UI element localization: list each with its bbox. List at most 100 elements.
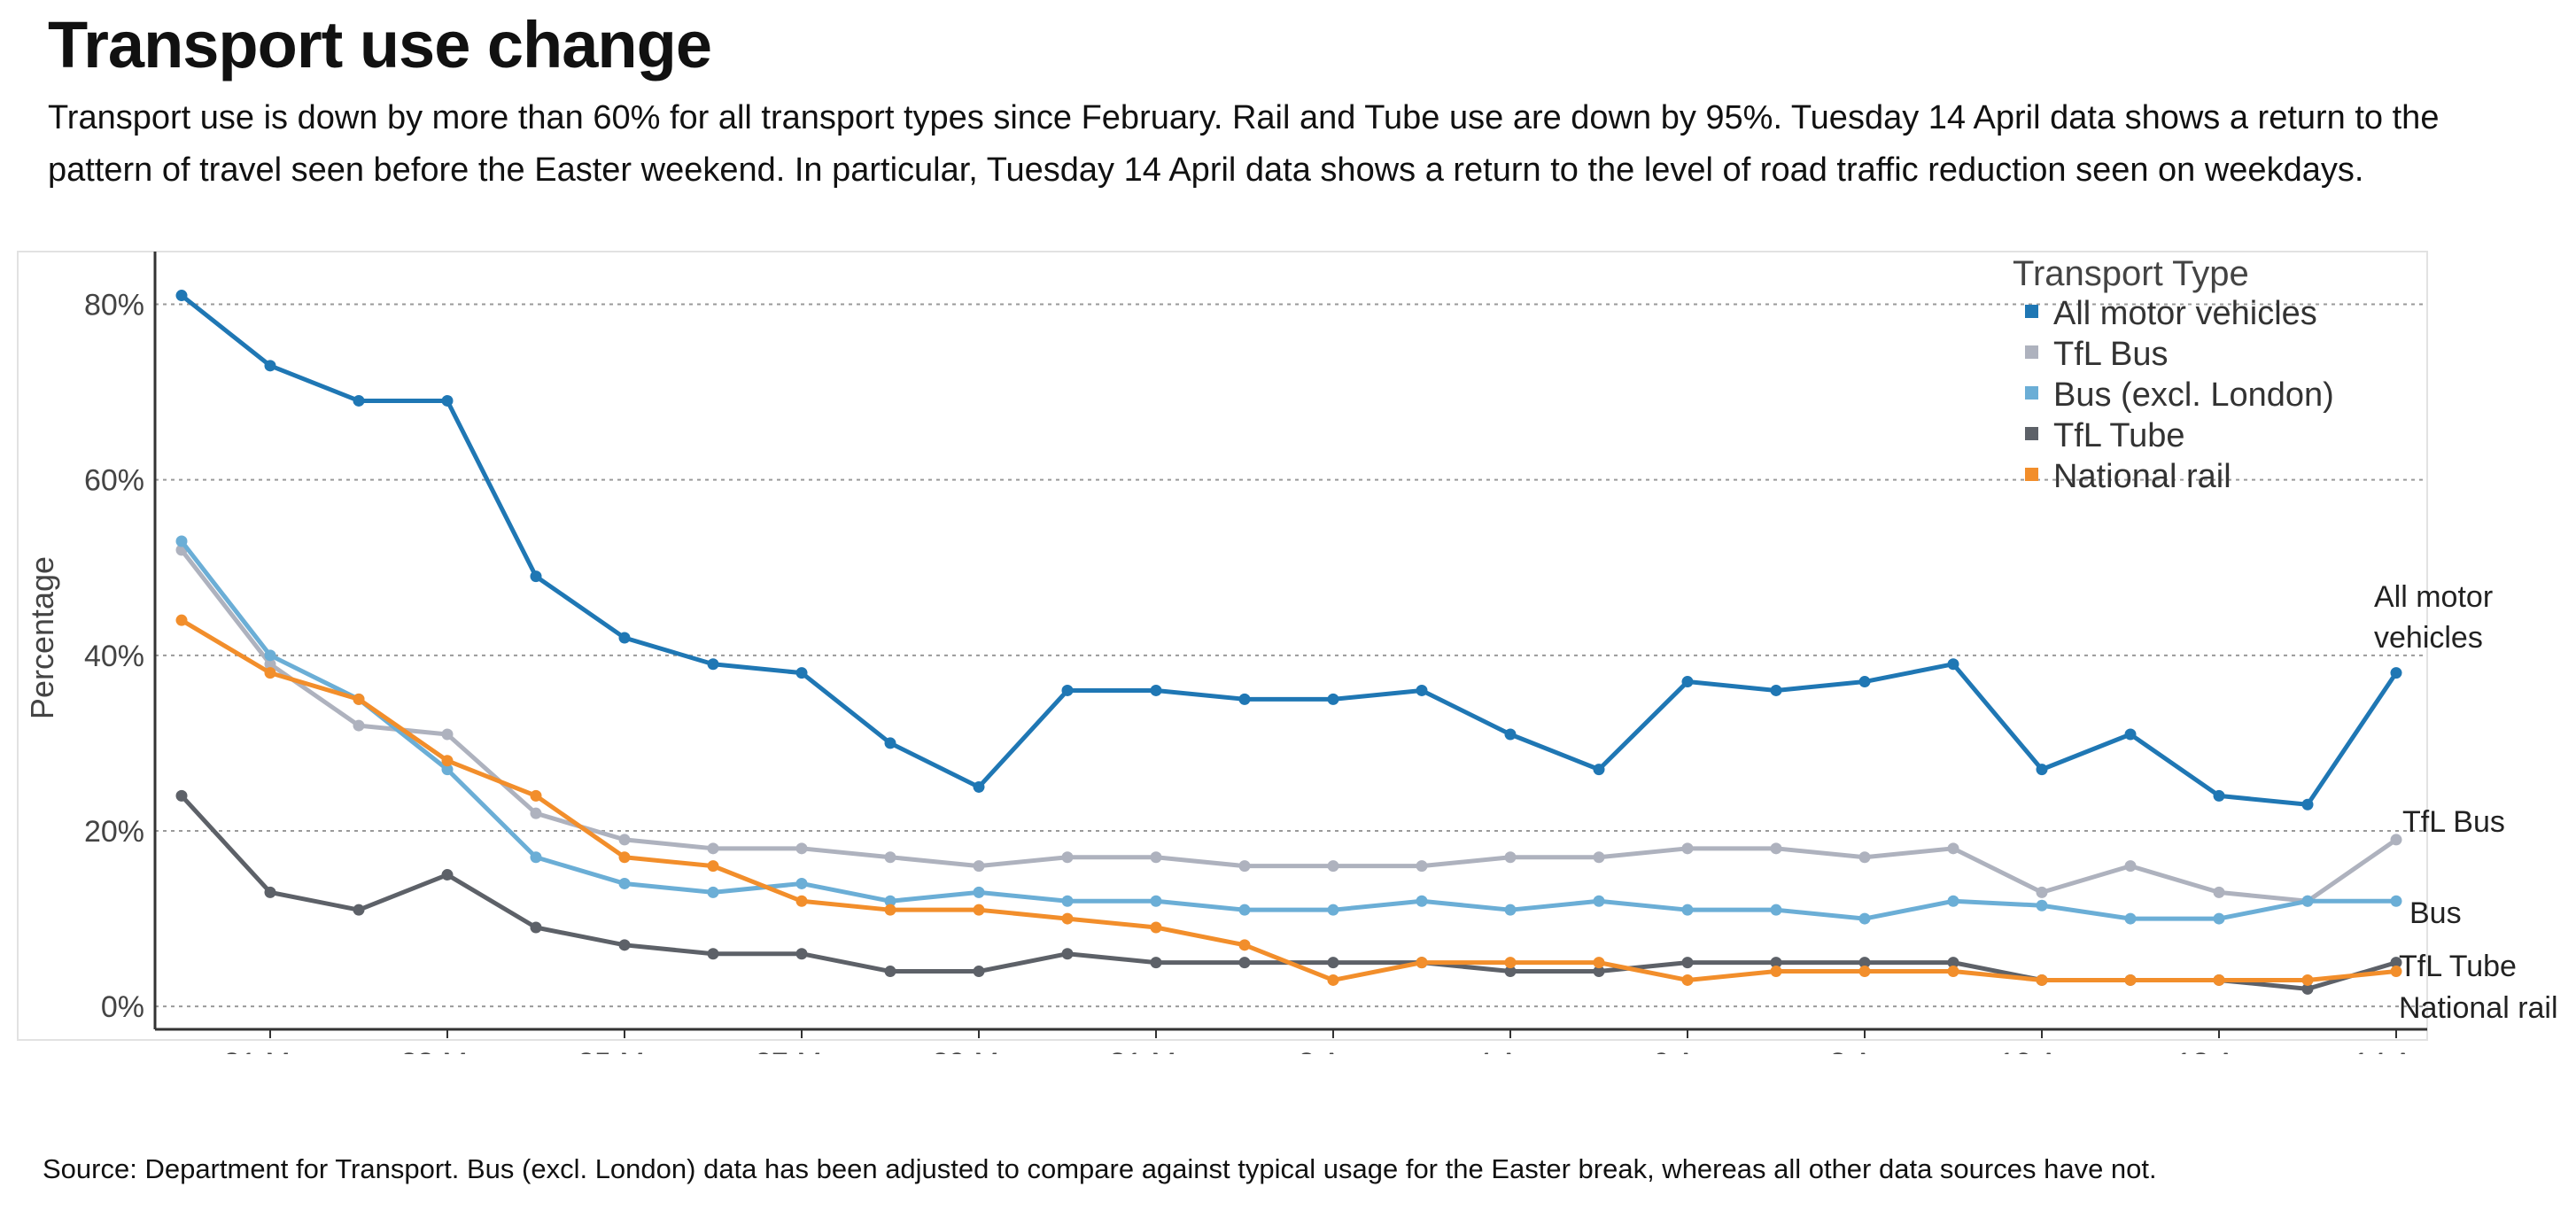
- data-point: [441, 764, 454, 776]
- data-point: [264, 667, 276, 679]
- data-point: [2301, 895, 2314, 907]
- data-point: [884, 895, 896, 907]
- y-tick-label: 60%: [84, 464, 144, 498]
- data-point: [175, 789, 188, 802]
- series-all-motor-vehicles: [175, 290, 2402, 811]
- data-point: [795, 842, 808, 855]
- series-bus-excl-london: [175, 535, 2402, 925]
- data-point: [2390, 895, 2402, 907]
- data-point: [1150, 921, 1162, 934]
- data-point: [353, 719, 365, 732]
- data-point: [1681, 904, 1694, 916]
- data-point: [1947, 966, 1959, 978]
- data-point: [1593, 895, 1605, 907]
- data-point: [1238, 957, 1251, 969]
- data-point: [2301, 982, 2314, 995]
- y-tick-label: 0%: [101, 990, 144, 1024]
- data-point: [530, 851, 542, 864]
- data-point: [795, 877, 808, 889]
- data-point: [1858, 676, 1871, 688]
- data-point: [2036, 886, 2048, 898]
- data-point: [2390, 957, 2402, 969]
- data-point: [1681, 957, 1694, 969]
- data-point: [1858, 966, 1871, 978]
- y-tick-label: 40%: [84, 640, 144, 673]
- data-point: [1327, 957, 1339, 969]
- data-point: [2213, 974, 2225, 986]
- data-point: [973, 966, 985, 978]
- data-point: [1238, 939, 1251, 951]
- data-point: [2036, 764, 2048, 776]
- legend-label: Bus (excl. London): [2053, 376, 2334, 414]
- data-point: [353, 904, 365, 916]
- data-point: [2124, 912, 2137, 925]
- data-point: [1238, 860, 1251, 873]
- data-point: [1061, 684, 1074, 696]
- data-point: [264, 360, 276, 372]
- data-point: [264, 658, 276, 671]
- data-point: [175, 614, 188, 626]
- data-point: [1593, 966, 1605, 978]
- data-point: [1504, 728, 1517, 741]
- data-point: [707, 948, 719, 960]
- data-point: [175, 535, 188, 547]
- data-point: [707, 842, 719, 855]
- data-point: [707, 886, 719, 898]
- data-point: [1504, 966, 1517, 978]
- data-point: [884, 851, 896, 864]
- source-note: Source: Department for Transport. Bus (e…: [43, 1153, 2157, 1184]
- data-point: [618, 939, 631, 951]
- series-lines: [175, 290, 2402, 995]
- y-tick-label: 20%: [84, 815, 144, 849]
- data-point: [1150, 895, 1162, 907]
- data-point: [1416, 684, 1428, 696]
- series-national-rail: [175, 614, 2402, 986]
- data-point: [1681, 676, 1694, 688]
- data-point: [1504, 957, 1517, 969]
- data-point: [353, 394, 365, 407]
- x-tick-label: 2 Apr: [1298, 1047, 1368, 1054]
- chart-title: Transport use change: [48, 8, 712, 81]
- data-point: [1858, 851, 1871, 864]
- data-point: [530, 807, 542, 819]
- data-point: [353, 693, 365, 705]
- data-point: [1327, 974, 1339, 986]
- data-point: [1681, 974, 1694, 986]
- data-point: [884, 904, 896, 916]
- axes: [153, 252, 2427, 1031]
- data-point: [1593, 851, 1605, 864]
- y-tick-labels: 0% 20% 40% 60% 80%: [84, 288, 144, 1024]
- data-point: [884, 966, 896, 978]
- series-end-label: All motor vehicles: [2374, 580, 2493, 655]
- data-point: [973, 780, 985, 793]
- data-point: [973, 886, 985, 898]
- legend-label: TfL Tube: [2053, 417, 2185, 454]
- data-point: [795, 667, 808, 679]
- data-point: [2036, 974, 2048, 986]
- data-point: [1947, 842, 1959, 855]
- data-point: [441, 728, 454, 741]
- x-tick-label: 14 Apr: [2353, 1047, 2440, 1054]
- data-point: [1947, 658, 1959, 671]
- x-tick-label: 31 Mar: [1109, 1047, 1203, 1054]
- data-point: [973, 904, 985, 916]
- data-point: [1770, 966, 1782, 978]
- x-tick-labels: 21 Mar 23 Mar 25 Mar 27 Mar 29 Mar 31 Mar 2 Ap…: [223, 1029, 2440, 1054]
- legend-swatch: [2025, 345, 2038, 359]
- data-point: [618, 851, 631, 864]
- series-end-label: TfL Tube: [2399, 950, 2517, 983]
- line-chart: 0%20%40%60%80% 21 Mar23 Mar25 Mar27 Mar2…: [17, 251, 2558, 1054]
- data-point: [2213, 789, 2225, 802]
- data-point: [441, 755, 454, 767]
- legend: Transport Type All motor vehicles TfL Bus…: [2013, 254, 2334, 495]
- data-point: [795, 895, 808, 907]
- x-tick-label: 4 Apr: [1475, 1047, 1545, 1054]
- data-point: [1681, 842, 1694, 855]
- data-point: [2213, 886, 2225, 898]
- legend-label: TfL Bus: [2053, 336, 2169, 373]
- data-point: [795, 948, 808, 960]
- data-point: [441, 869, 454, 881]
- data-point: [1504, 904, 1517, 916]
- data-point: [2213, 912, 2225, 925]
